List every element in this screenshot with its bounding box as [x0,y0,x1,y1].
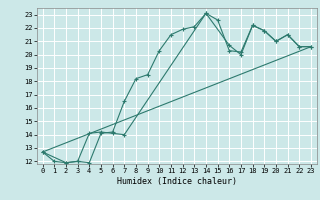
X-axis label: Humidex (Indice chaleur): Humidex (Indice chaleur) [117,177,237,186]
